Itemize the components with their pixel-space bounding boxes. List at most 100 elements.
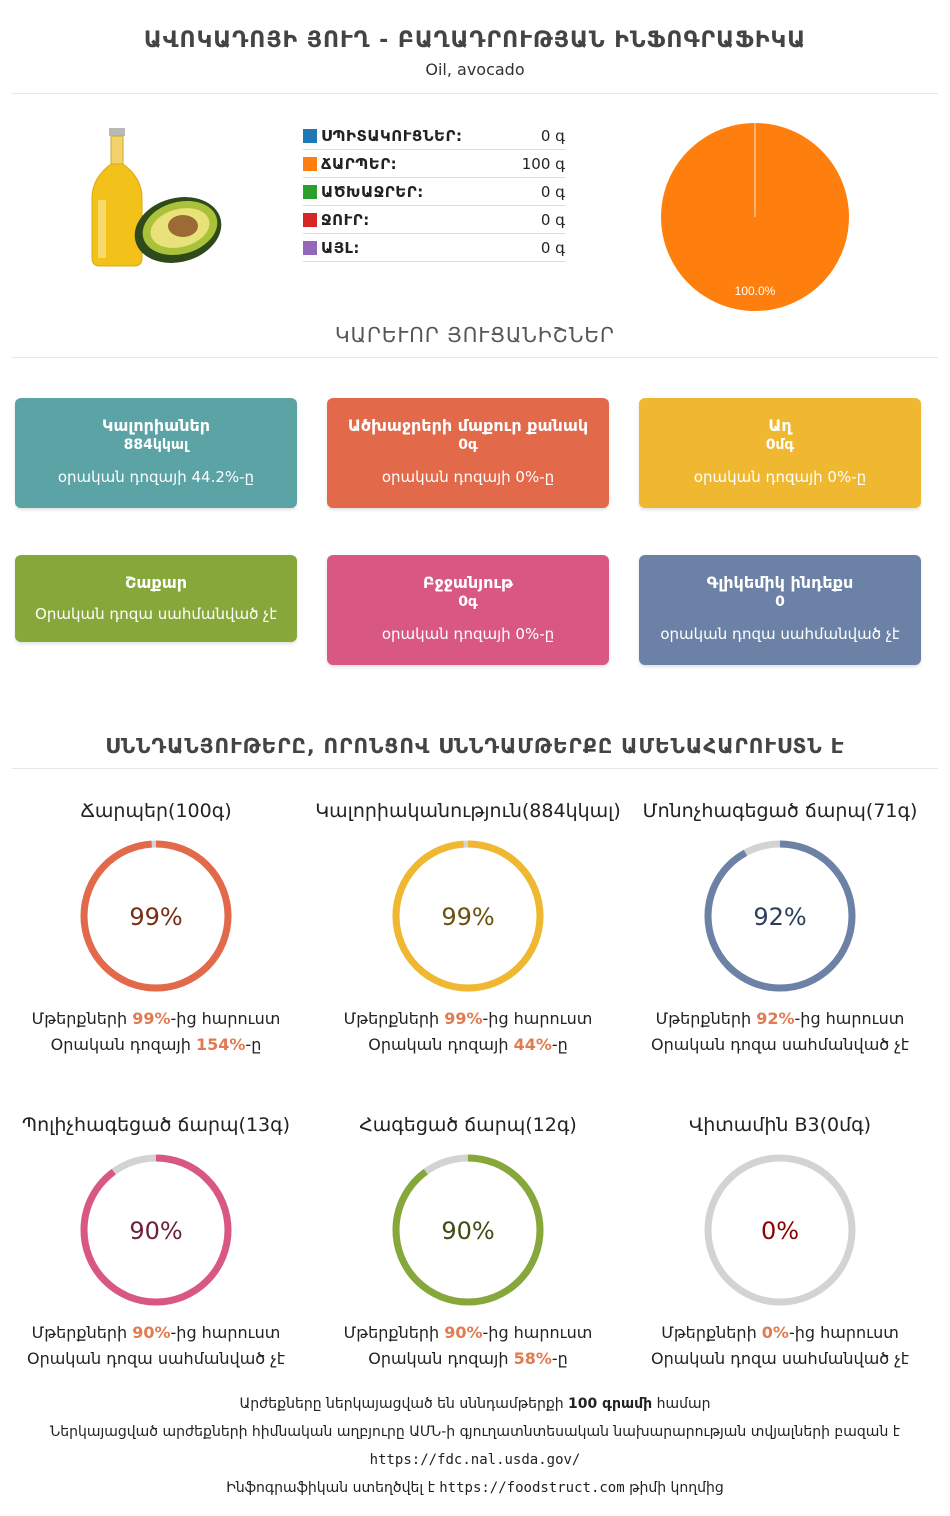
gauge-caption-highlight: 92% <box>756 1009 795 1028</box>
macro-row-water: ՋՈՒՐ: 0 գ <box>303 206 565 234</box>
macro-value: 0 գ <box>540 182 565 201</box>
gauge-rank-line: Մթերքների 92%-ից հարուստ <box>624 1006 936 1032</box>
card-net-carbs: Ածխաջրերի մաքուր քանակ 0գ օրական դոզայի … <box>327 398 609 508</box>
gauge-ring: 0% <box>704 1154 856 1306</box>
gauge-daily-line: Օրական դոզայի 58%-ը <box>312 1346 624 1372</box>
gauge-caption-text: Օրական դոզայի <box>50 1035 196 1054</box>
gauge-rank-line: Մթերքների 99%-ից հարուստ <box>312 1006 624 1032</box>
gauge-caption-highlight: 90% <box>444 1323 483 1342</box>
gauge-caption: Մթերքների 99%-ից հարուստ Օրական դոզայի 44… <box>312 1006 624 1058</box>
gauge-calories: Կալորիականություն(884կկալ) 99% Մթերքների … <box>312 800 624 1058</box>
gauge-caption-text: Մթերքների <box>655 1009 757 1028</box>
section-title-key: ԿԱՐԵՒՈՐ ՅՈՒՑԱՆԻՇՆԵՐ <box>335 323 615 347</box>
gauge-caption-highlight: 99% <box>132 1009 171 1028</box>
card-desc: օրական դոզայի 0%-ը <box>381 625 555 643</box>
footer-credit: Ինֆոգրաֆիկան ստեղծվել է https://foodstru… <box>0 1474 950 1502</box>
gauge-saturated-fat: Հագեցած ճարպ(12գ) 90% Մթերքների 90%-ից հա… <box>312 1114 624 1372</box>
gauge-daily-line: Օրական դոզա սահմանված չէ <box>624 1346 936 1372</box>
gauge-rank-line: Մթերքների 0%-ից հարուստ <box>624 1320 936 1346</box>
divider <box>12 357 938 358</box>
gauge-ring: 92% <box>704 840 856 992</box>
protein-swatch <box>303 128 317 143</box>
footer-text: Արժեքները ներկայացված են սննդամթերքի <box>239 1396 569 1412</box>
gauge-caption-highlight: 154% <box>195 1035 246 1054</box>
gauge-monounsaturated-fat: Մոնոչհագեցած ճարպ(71գ) 92% Մթերքների 92%-… <box>624 800 936 1058</box>
gauge-caption-text: Օրական դոզայի <box>368 1035 514 1054</box>
gauge-ring: 99% <box>80 840 232 992</box>
card-value: 0մգ <box>765 437 795 453</box>
gauge-track <box>704 1154 856 1306</box>
gauge-caption-text: -ից հարուստ <box>482 1323 593 1342</box>
macro-label: ՍՊԻՏԱԿՈՒՑՆԵՐ: <box>321 126 463 145</box>
water-swatch <box>303 212 317 227</box>
gauge-fill <box>704 840 856 992</box>
card-title: Գլիկեմիկ ինդեքս <box>706 573 854 592</box>
gauge-title: Կալորիականություն(884կկալ) <box>315 800 621 822</box>
gauge-caption: Մթերքների 0%-ից հարուստ Օրական դոզա սահմա… <box>624 1320 936 1372</box>
gauge-rank-line: Մթերքների 90%-ից հարուստ <box>0 1320 312 1346</box>
page-title: ԱՎՈԿԱԴՈՅԻ ՅՈՒՂ - ԲԱՂԱԴՐՈՒԹՅԱՆ ԻՆՖՈԳՐԱՖԻԿ… <box>143 28 807 53</box>
card-calories: Կալորիաներ 884կկալ օրական դոզայի 44.2%-ը <box>15 398 297 508</box>
gauge-rank-line: Մթերքների 99%-ից հարուստ <box>0 1006 312 1032</box>
gauge-percent: 99% <box>441 903 494 931</box>
card-fiber: Բջջանյութ 0գ օրական դոզայի 0%-ը <box>327 555 609 665</box>
pie-slice-label: 100.0% <box>735 284 776 298</box>
gauge-fill <box>392 840 544 992</box>
gauge-caption-text: Օրական դոզա սահմանված չէ <box>650 1035 910 1054</box>
card-desc: Օրական դոզա սահմանված չէ <box>35 605 277 623</box>
card-value: 0 <box>775 594 785 610</box>
card-value: 884կկալ <box>123 437 189 453</box>
gauge-caption: Մթերքների 92%-ից հարուստ Օրական դոզա սահմ… <box>624 1006 936 1058</box>
gauge-caption: Մթերքների 90%-ից հարուստ Օրական դոզայի 58… <box>312 1320 624 1372</box>
card-title: Ածխաջրերի մաքուր քանակ <box>347 416 589 435</box>
gauge-caption-text: Օրական դոզա սահմանված չէ <box>26 1349 286 1368</box>
gauge-caption-text: -ից հարուստ <box>170 1323 281 1342</box>
gauge-caption-text: Մթերքների <box>31 1009 133 1028</box>
gauge-ring: 90% <box>392 1154 544 1306</box>
gauge-percent: 92% <box>753 903 806 931</box>
footer-bold: 100 գրամի <box>568 1396 653 1412</box>
divider <box>12 93 938 94</box>
gauge-daily-line: Օրական դոզայի 154%-ը <box>0 1032 312 1058</box>
macro-pie-chart: 100.0% <box>661 123 849 311</box>
gauge-caption-text: Մթերքների <box>343 1323 445 1342</box>
macro-value: 100 գ <box>521 154 565 173</box>
gauge-percent: 99% <box>129 903 182 931</box>
macro-table: ՍՊԻՏԱԿՈՒՑՆԵՐ: 0 գ ՃԱՐՊԵՐ: 100 գ ԱԾԽԱՋՐԵՐ… <box>303 122 565 262</box>
other-swatch <box>303 240 317 255</box>
gauge-title: Հագեցած ճարպ(12գ) <box>359 1114 577 1136</box>
card-sugar: Շաքար Օրական դոզա սահմանված չէ <box>15 555 297 642</box>
gauge-caption-text: -ից հարուստ <box>170 1009 281 1028</box>
gauge-fill <box>80 840 232 992</box>
gauge-caption-text: Մթերքների <box>343 1009 445 1028</box>
gauge-ring: 99% <box>392 840 544 992</box>
fat-swatch <box>303 156 317 171</box>
gauge-daily-line: Օրական դոզա սահմանված չէ <box>624 1032 936 1058</box>
gauge-caption-text: -ը <box>551 1035 568 1054</box>
gauge-fill <box>392 1154 544 1306</box>
gauge-caption: Մթերքների 99%-ից հարուստ Օրական դոզայի 15… <box>0 1006 312 1058</box>
footer-note: Արժեքները ներկայացված են սննդամթերքի 100… <box>0 1390 950 1418</box>
card-title: Բջջանյութ <box>422 573 514 592</box>
footer-source: Ներկայացված արժեքների հիմնական աղբյուրը … <box>50 1424 900 1440</box>
gauge-percent: 0% <box>761 1217 799 1245</box>
card-desc: օրական դոզա սահմանված չէ <box>660 625 900 643</box>
gauge-caption-text: -ը <box>245 1035 262 1054</box>
divider <box>12 768 938 769</box>
footer-text: համար <box>652 1396 711 1412</box>
macro-label: ՃԱՐՊԵՐ: <box>321 154 398 173</box>
foodstruct-link[interactable]: https://foodstruct.com <box>439 1480 625 1496</box>
gauge-caption-text: Օրական դոզայի <box>368 1349 514 1368</box>
gauge-ring: 90% <box>80 1154 232 1306</box>
gauge-fill <box>80 1154 232 1306</box>
gauge-caption-text: -ից հարուստ <box>482 1009 593 1028</box>
usda-link[interactable]: https://fdc.nal.usda.gov/ <box>369 1452 581 1468</box>
card-desc: օրական դոզայի 0%-ը <box>381 468 555 486</box>
gauge-caption-text: Մթերքների <box>661 1323 762 1342</box>
gauge-caption-highlight: 99% <box>444 1009 483 1028</box>
card-value: 0գ <box>458 437 478 453</box>
section-title-richest: ՍՆՆԴԱՆՅՈՒԹԵՐԸ, ՈՐՈՆՑՈՎ ՍՆՆԴԱՄԹԵՐՔԸ ԱՄԵՆԱ… <box>105 734 845 758</box>
gauge-title: Վիտամին B3(0մգ) <box>688 1114 872 1136</box>
gauge-daily-line: Օրական դոզա սահմանված չէ <box>0 1346 312 1372</box>
gauge-rank-line: Մթերքների 90%-ից հարուստ <box>312 1320 624 1346</box>
